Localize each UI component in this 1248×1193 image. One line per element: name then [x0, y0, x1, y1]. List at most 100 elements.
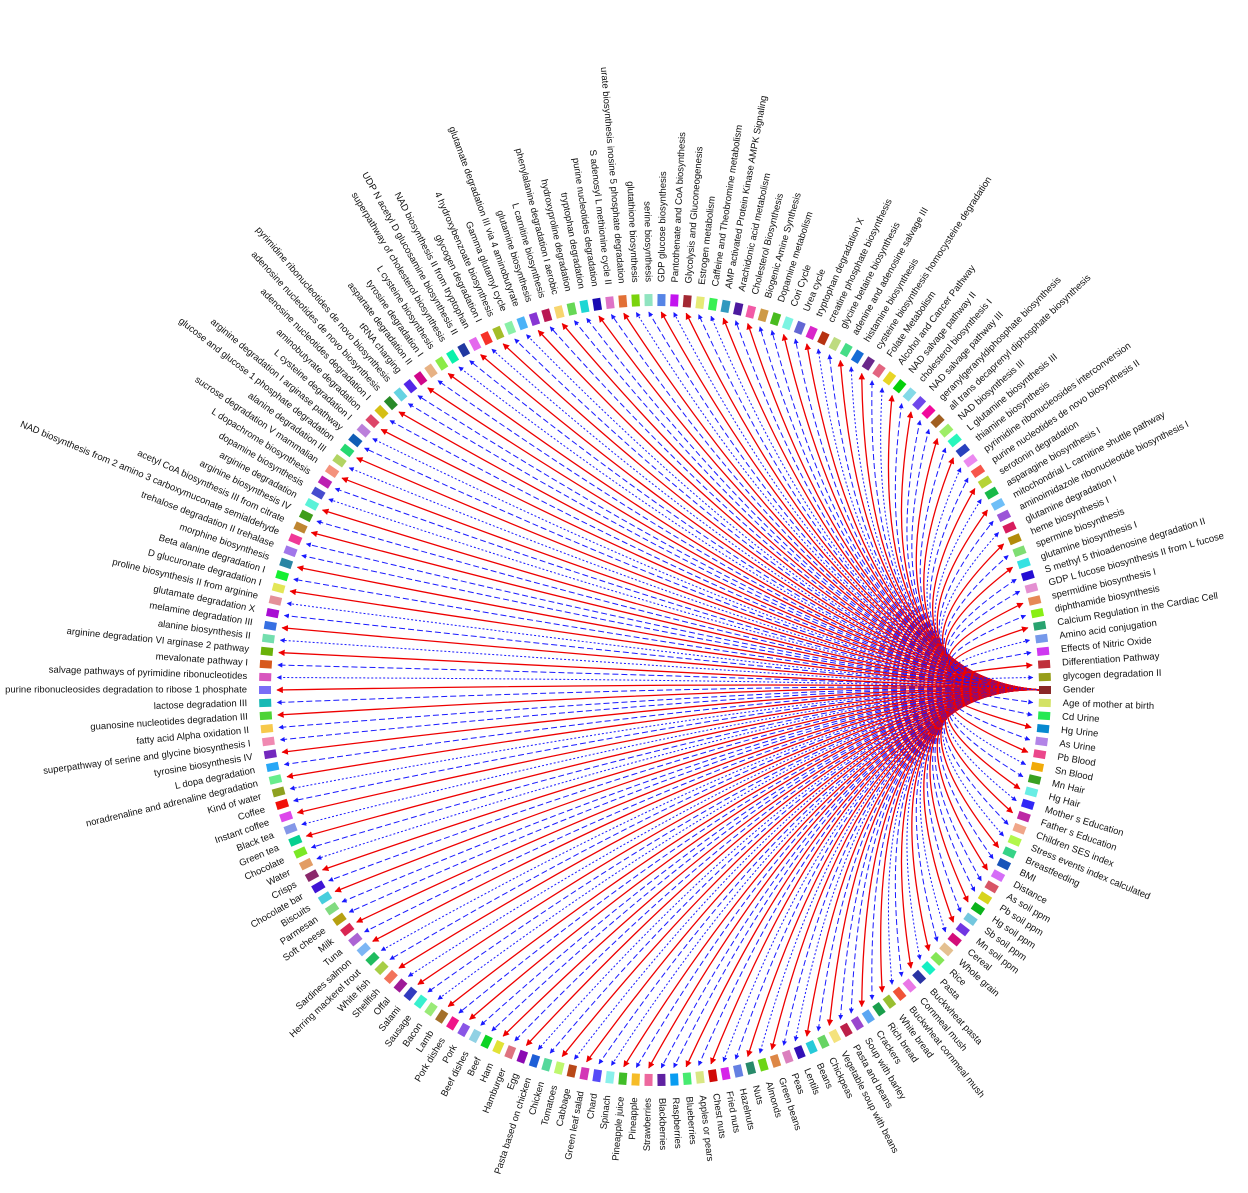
node-box [317, 475, 333, 489]
node-label: Differentiation Pathway [1062, 651, 1160, 668]
node-box [424, 363, 438, 378]
node-box [757, 308, 769, 323]
node-box [1016, 557, 1031, 570]
node-box [259, 686, 271, 694]
node-box [631, 1073, 640, 1086]
node-box [732, 1064, 744, 1078]
node-box [279, 810, 294, 823]
node-box [504, 1045, 517, 1060]
node-box [492, 325, 505, 340]
node-box [579, 299, 590, 314]
edge [919, 689, 1042, 933]
node-box [720, 1066, 731, 1081]
node-box [492, 1040, 505, 1055]
node-box [259, 672, 272, 682]
node-box [541, 1057, 553, 1072]
edge [869, 689, 1042, 1000]
node-box [872, 1002, 886, 1017]
node-box [657, 293, 666, 307]
node-box [592, 297, 603, 311]
node-box [939, 942, 954, 957]
node-box [902, 387, 917, 402]
node-box [1024, 786, 1039, 798]
edge [289, 688, 1042, 791]
node-box [446, 1016, 460, 1031]
edge [491, 348, 1042, 691]
node-label: serine biosynthesis [641, 201, 653, 282]
node-box [977, 475, 993, 489]
node-box [817, 1034, 830, 1049]
node-label: lactose degradation III [154, 698, 248, 712]
node-box [516, 1049, 529, 1064]
node-box [861, 356, 875, 371]
node-box [592, 1069, 603, 1083]
node-box [260, 646, 274, 656]
node-box [745, 1061, 757, 1075]
edge [286, 601, 1042, 691]
node-box [618, 295, 628, 308]
node-box [275, 798, 290, 810]
node-box [921, 960, 936, 976]
node-box [839, 1022, 853, 1038]
node-box [283, 545, 298, 558]
node-label: Strawberries [642, 1098, 654, 1152]
node-box [340, 922, 355, 937]
node-box [298, 509, 314, 523]
node-box [682, 295, 692, 308]
node-label: Blueberries [683, 1096, 698, 1145]
node-box [882, 371, 897, 386]
edge [316, 689, 1042, 860]
node-box [921, 404, 936, 420]
node-box [1035, 633, 1049, 644]
node-label: Age of mother at birth [1063, 698, 1155, 712]
node-box [1007, 533, 1022, 546]
edge [635, 312, 1042, 691]
node-box [1039, 686, 1051, 694]
node-box [332, 912, 347, 926]
node-box [271, 786, 286, 798]
node-label: Hg Urine [1060, 725, 1098, 740]
node-box [528, 1053, 541, 1068]
edge [894, 689, 1042, 977]
node-box [374, 404, 389, 420]
node-label: Chard [585, 1093, 600, 1120]
edge [869, 380, 1042, 691]
edge [911, 428, 1042, 691]
node-box [670, 1073, 679, 1086]
node-box [340, 443, 355, 458]
node-box [805, 325, 818, 340]
node-box [268, 595, 283, 606]
node-box [828, 1028, 842, 1044]
node-box [984, 486, 999, 500]
edge [561, 689, 1042, 1057]
node-box [403, 986, 418, 1001]
node-box [990, 869, 1006, 882]
node-box [413, 994, 428, 1009]
node-box [298, 857, 314, 871]
node-box [861, 1009, 875, 1024]
node-box [1012, 545, 1027, 558]
node-box [1027, 595, 1042, 606]
node-box [424, 1002, 438, 1017]
node-box [259, 711, 273, 721]
node-box [618, 1072, 628, 1085]
node-box [605, 296, 615, 310]
node-box [504, 320, 517, 335]
node-box [374, 960, 389, 976]
edge [514, 689, 1042, 1042]
node-box [393, 978, 408, 993]
node-label: GDP glucose biosynthesis [656, 171, 669, 282]
node-box [348, 932, 363, 947]
node-box [707, 297, 718, 311]
node-box [1002, 846, 1017, 859]
edge [758, 689, 1042, 1054]
node-box [720, 299, 731, 314]
node-box [947, 932, 962, 947]
node-label: Egg [505, 1072, 521, 1092]
node-box [1027, 774, 1042, 785]
node-box [996, 857, 1012, 871]
node-box [480, 331, 493, 346]
node-box [1037, 659, 1051, 669]
node-box [259, 659, 273, 669]
